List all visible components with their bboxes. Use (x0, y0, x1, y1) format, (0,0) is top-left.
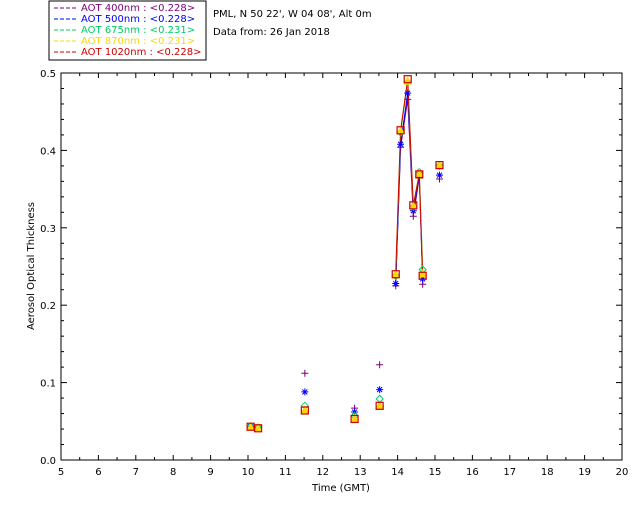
data-point (435, 171, 443, 179)
info-line-2: Data from: 26 Jan 2018 (213, 27, 330, 38)
data-point (403, 75, 412, 84)
y-axis-title: Aerosol Optical Thickness (26, 202, 37, 330)
x-tick-label: 19 (578, 467, 591, 478)
legend-entry: AOT 870nm : <0.231> (81, 36, 195, 47)
x-axis-title: Time (GMT) (311, 483, 370, 494)
x-axis: 5 6 7 8 9 10 11 12 13 14 15 16 17 18 19 20 (58, 73, 629, 478)
data-point (392, 280, 400, 288)
data-point (435, 161, 444, 171)
data-point (409, 201, 418, 210)
legend-entry: AOT 400nm : <0.228> (81, 3, 195, 14)
data-point (414, 168, 424, 177)
data-point (418, 268, 427, 278)
data-point (350, 413, 359, 423)
x-tick-label: 15 (429, 467, 442, 478)
series-lines (395, 79, 424, 286)
data-point (435, 161, 444, 170)
data-point (253, 422, 263, 432)
x-tick-label: 14 (391, 467, 404, 478)
data-point (375, 400, 384, 410)
series-line-4 (395, 79, 424, 276)
legend-entry: AOT 1020nm : <0.228> (81, 47, 201, 58)
data-point (350, 414, 359, 424)
data-point (415, 170, 424, 179)
data-point (376, 386, 384, 394)
data-point (300, 406, 309, 415)
info-line-1: PML, N 50 22', W 04 08', Alt 0m (213, 9, 372, 20)
y-tick-label: 0.5 (40, 69, 56, 80)
x-tick-label: 18 (541, 467, 554, 478)
legend-entry: AOT 500nm : <0.228> (81, 14, 195, 25)
legend: AOT 400nm : <0.228>AOT 500nm : <0.228>AO… (54, 3, 201, 58)
x-tick-label: 13 (354, 467, 367, 478)
x-tick-label: 20 (616, 467, 629, 478)
plot-frame (60, 72, 623, 461)
y-tick-label: 0.2 (40, 301, 56, 312)
y-tick-label: 0.0 (40, 456, 56, 467)
data-point (300, 405, 310, 414)
data-point (397, 140, 405, 148)
x-tick-label: 8 (170, 467, 176, 478)
data-point (404, 95, 412, 103)
data-point (404, 89, 412, 97)
data-point (301, 388, 309, 396)
series-markers (246, 75, 444, 433)
x-tick-label: 5 (58, 467, 64, 478)
x-tick-label: 11 (279, 467, 292, 478)
data-point (418, 271, 427, 280)
x-tick-label: 17 (503, 467, 516, 478)
data-point (253, 424, 263, 433)
x-tick-label: 9 (207, 467, 213, 478)
x-tick-label: 16 (466, 467, 479, 478)
legend-entry: AOT 675nm : <0.231> (81, 25, 195, 36)
y-tick-label: 0.3 (40, 224, 56, 235)
y-axis: 0.0 0.1 0.2 0.3 0.4 0.5 (40, 69, 622, 467)
x-tick-label: 6 (95, 467, 101, 478)
data-point (375, 401, 384, 410)
y-tick-label: 0.4 (40, 146, 56, 157)
x-tick-label: 12 (316, 467, 329, 478)
data-point (391, 270, 400, 279)
x-tick-label: 10 (242, 467, 255, 478)
data-point (396, 126, 405, 135)
x-tick-label: 7 (133, 467, 139, 478)
y-tick-label: 0.1 (40, 379, 56, 390)
data-point (301, 369, 309, 377)
data-point (376, 361, 384, 369)
